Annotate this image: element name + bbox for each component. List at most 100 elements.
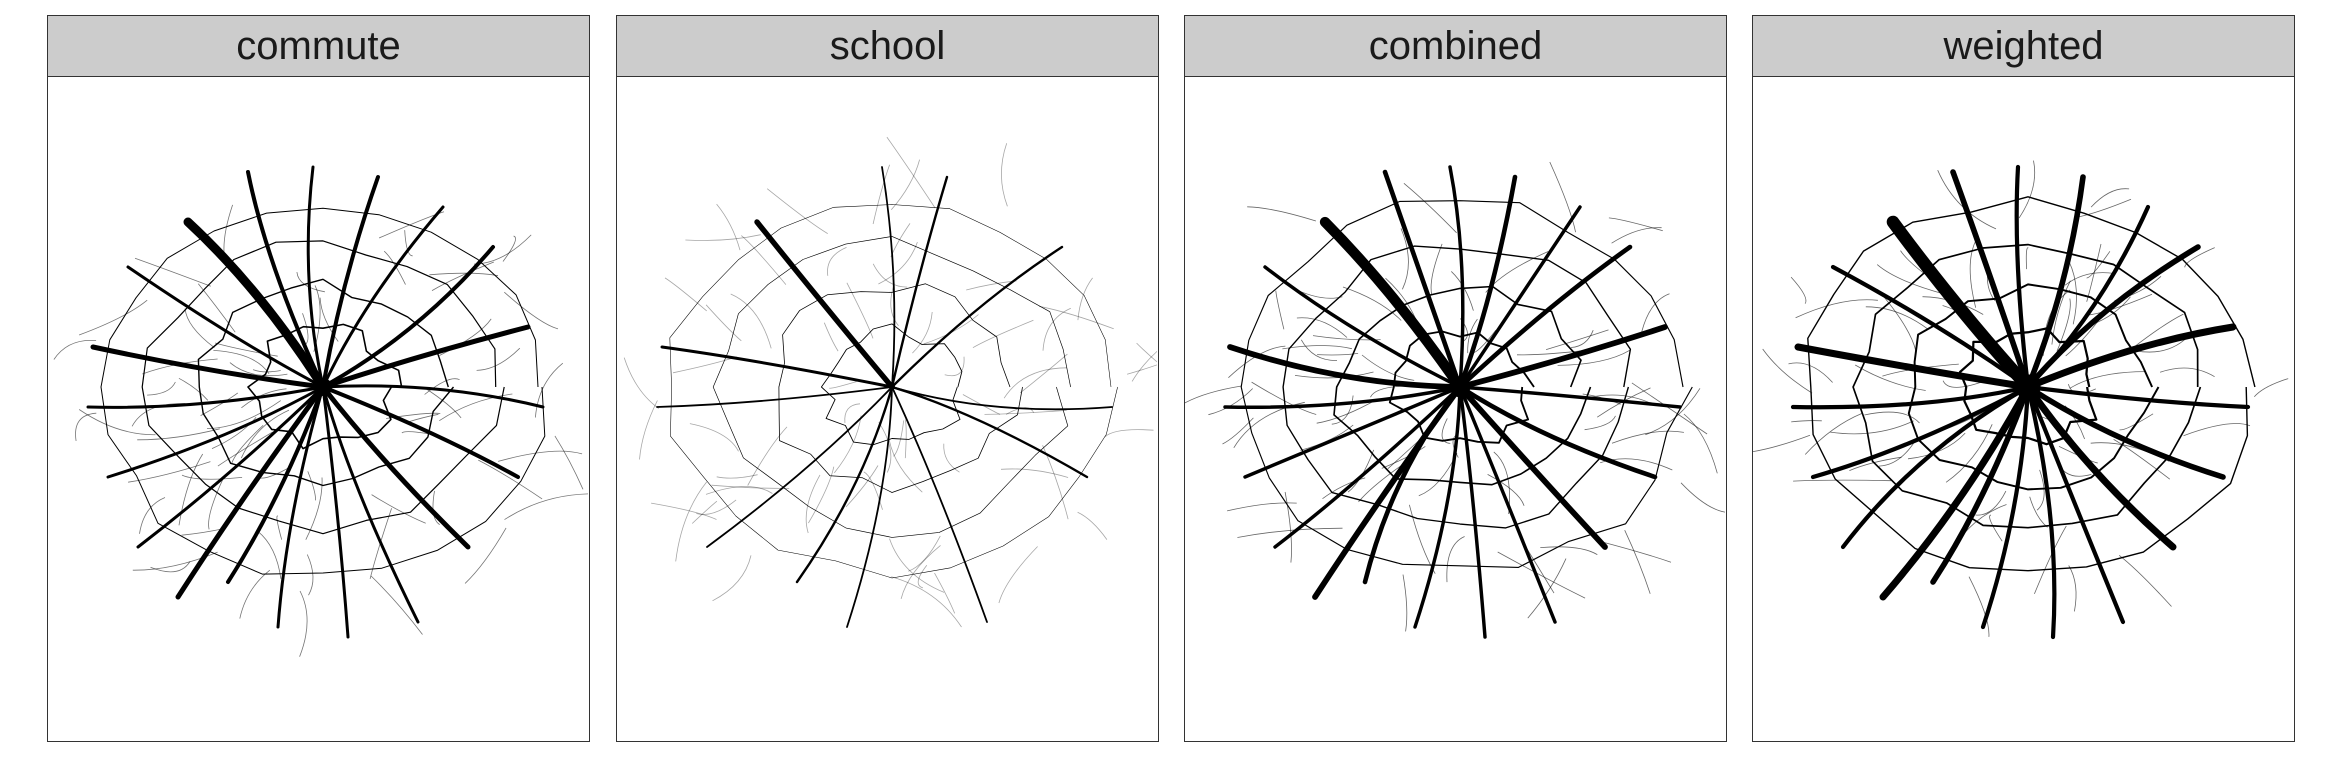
minor-route-segment xyxy=(2090,188,2130,208)
main-route-corridor xyxy=(1457,174,1518,390)
route-network-map-combined xyxy=(1185,77,1725,740)
facet-label-commute: commute xyxy=(236,23,401,68)
minor-route-segment xyxy=(845,465,879,508)
minor-route-segment xyxy=(805,474,821,534)
minor-route-segment xyxy=(1331,395,1354,425)
minor-route-segment xyxy=(2068,565,2077,612)
minor-route-segment xyxy=(878,421,892,473)
minor-route-segment xyxy=(1126,364,1157,375)
minor-route-segment xyxy=(1296,317,1348,338)
minor-route-segment xyxy=(998,546,1038,604)
minor-route-segment xyxy=(1317,353,1359,356)
main-route-corridor xyxy=(320,324,531,390)
main-route-corridor xyxy=(1227,344,1463,390)
minor-route-segment xyxy=(2025,247,2029,270)
facet-panel-weighted: weighted xyxy=(1752,15,2295,742)
minor-route-segment xyxy=(829,381,857,389)
minor-route-segment xyxy=(716,474,758,479)
main-route-corridor xyxy=(1312,384,1463,600)
facet-strip-combined: combined xyxy=(1185,16,1726,77)
minor-route-segment xyxy=(716,203,741,251)
minor-route-segment xyxy=(240,409,290,459)
main-route-corridor xyxy=(2024,383,2177,551)
ring-route xyxy=(1240,200,1693,568)
minor-route-segment xyxy=(1409,504,1436,574)
minor-route-segment xyxy=(1282,345,1352,350)
main-route-corridor xyxy=(846,386,893,628)
minor-route-segment xyxy=(1042,445,1069,520)
minor-route-segment xyxy=(943,443,960,473)
minor-route-segment xyxy=(972,319,1034,349)
minor-route-segment xyxy=(252,369,281,373)
route-network-svg-school xyxy=(623,136,1157,628)
minor-route-segment xyxy=(651,502,717,520)
ring-route xyxy=(141,240,505,535)
minor-route-segment xyxy=(78,409,156,436)
minor-route-segment xyxy=(1003,367,1067,399)
minor-route-segment xyxy=(893,420,905,457)
minor-route-segment xyxy=(823,322,839,352)
minor-route-segment xyxy=(1077,511,1108,540)
minor-route-segment xyxy=(2119,413,2154,431)
minor-route-segment xyxy=(134,257,211,287)
minor-route-segment xyxy=(423,387,462,419)
main-route-corridor xyxy=(706,386,893,548)
minor-route-segment xyxy=(934,572,956,614)
minor-route-segment xyxy=(371,494,426,524)
minor-route-segment xyxy=(1969,236,1979,308)
minor-route-segment xyxy=(1233,401,1305,449)
minor-route-segment xyxy=(833,415,862,474)
minor-route-segment xyxy=(1557,349,1630,366)
route-network-svg-combined xyxy=(1185,161,1725,639)
main-route-corridor xyxy=(1840,384,2031,550)
minor-route-segment xyxy=(890,159,920,211)
minor-route-segment xyxy=(691,500,718,524)
minor-route-segment xyxy=(1762,348,1813,394)
minor-route-segment xyxy=(1611,430,1684,444)
minor-route-segment xyxy=(2018,160,2036,219)
ring-route xyxy=(712,236,1071,538)
main-route-corridor xyxy=(890,175,949,389)
main-route-corridor xyxy=(106,385,325,479)
main-route-corridor xyxy=(1243,385,1462,479)
minor-route-segment xyxy=(844,403,861,423)
minor-route-segment xyxy=(1131,350,1157,382)
city-centre-hub xyxy=(889,384,895,390)
main-route-corridor xyxy=(656,386,893,408)
minor-route-segment xyxy=(147,381,176,396)
main-route-corridor xyxy=(136,385,325,549)
minor-route-segment xyxy=(213,350,270,375)
minor-route-segment xyxy=(1361,354,1415,381)
minor-route-segment xyxy=(872,164,890,225)
main-route-corridor xyxy=(1457,324,1668,390)
minor-route-segment xyxy=(891,576,962,628)
main-route-corridor xyxy=(660,345,894,389)
main-route-corridor xyxy=(1879,383,2032,601)
main-route-corridor xyxy=(890,245,1064,389)
city-centre-hub xyxy=(2015,374,2041,400)
facet-strip-weighted: weighted xyxy=(1753,16,2294,77)
minor-route-segment xyxy=(923,314,979,345)
minor-route-segment xyxy=(1865,306,1929,330)
minor-route-segment xyxy=(2069,371,2146,389)
minor-route-segment xyxy=(241,388,287,409)
minor-route-segment xyxy=(917,564,928,589)
minor-route-segment xyxy=(1370,385,1405,398)
ring-route xyxy=(1333,285,1592,486)
minor-route-segment xyxy=(2085,293,2153,316)
minor-route-segment xyxy=(2051,280,2071,345)
minor-route-segment xyxy=(1937,170,1997,230)
minor-route-segment xyxy=(75,412,97,441)
main-route-corridor xyxy=(320,384,471,550)
minor-route-segment xyxy=(1185,385,1242,404)
minor-route-segment xyxy=(639,400,658,460)
minor-route-segment xyxy=(1136,342,1157,363)
minor-route-segment xyxy=(2118,554,2172,607)
minor-route-segment xyxy=(766,188,828,234)
minor-route-segment xyxy=(1753,434,1811,452)
main-route-corridor xyxy=(1980,384,2031,630)
minor-route-segment xyxy=(2183,423,2251,437)
main-route-corridor xyxy=(2025,384,2057,640)
minor-route-segment xyxy=(181,474,243,480)
minor-route-segment xyxy=(2036,469,2045,511)
